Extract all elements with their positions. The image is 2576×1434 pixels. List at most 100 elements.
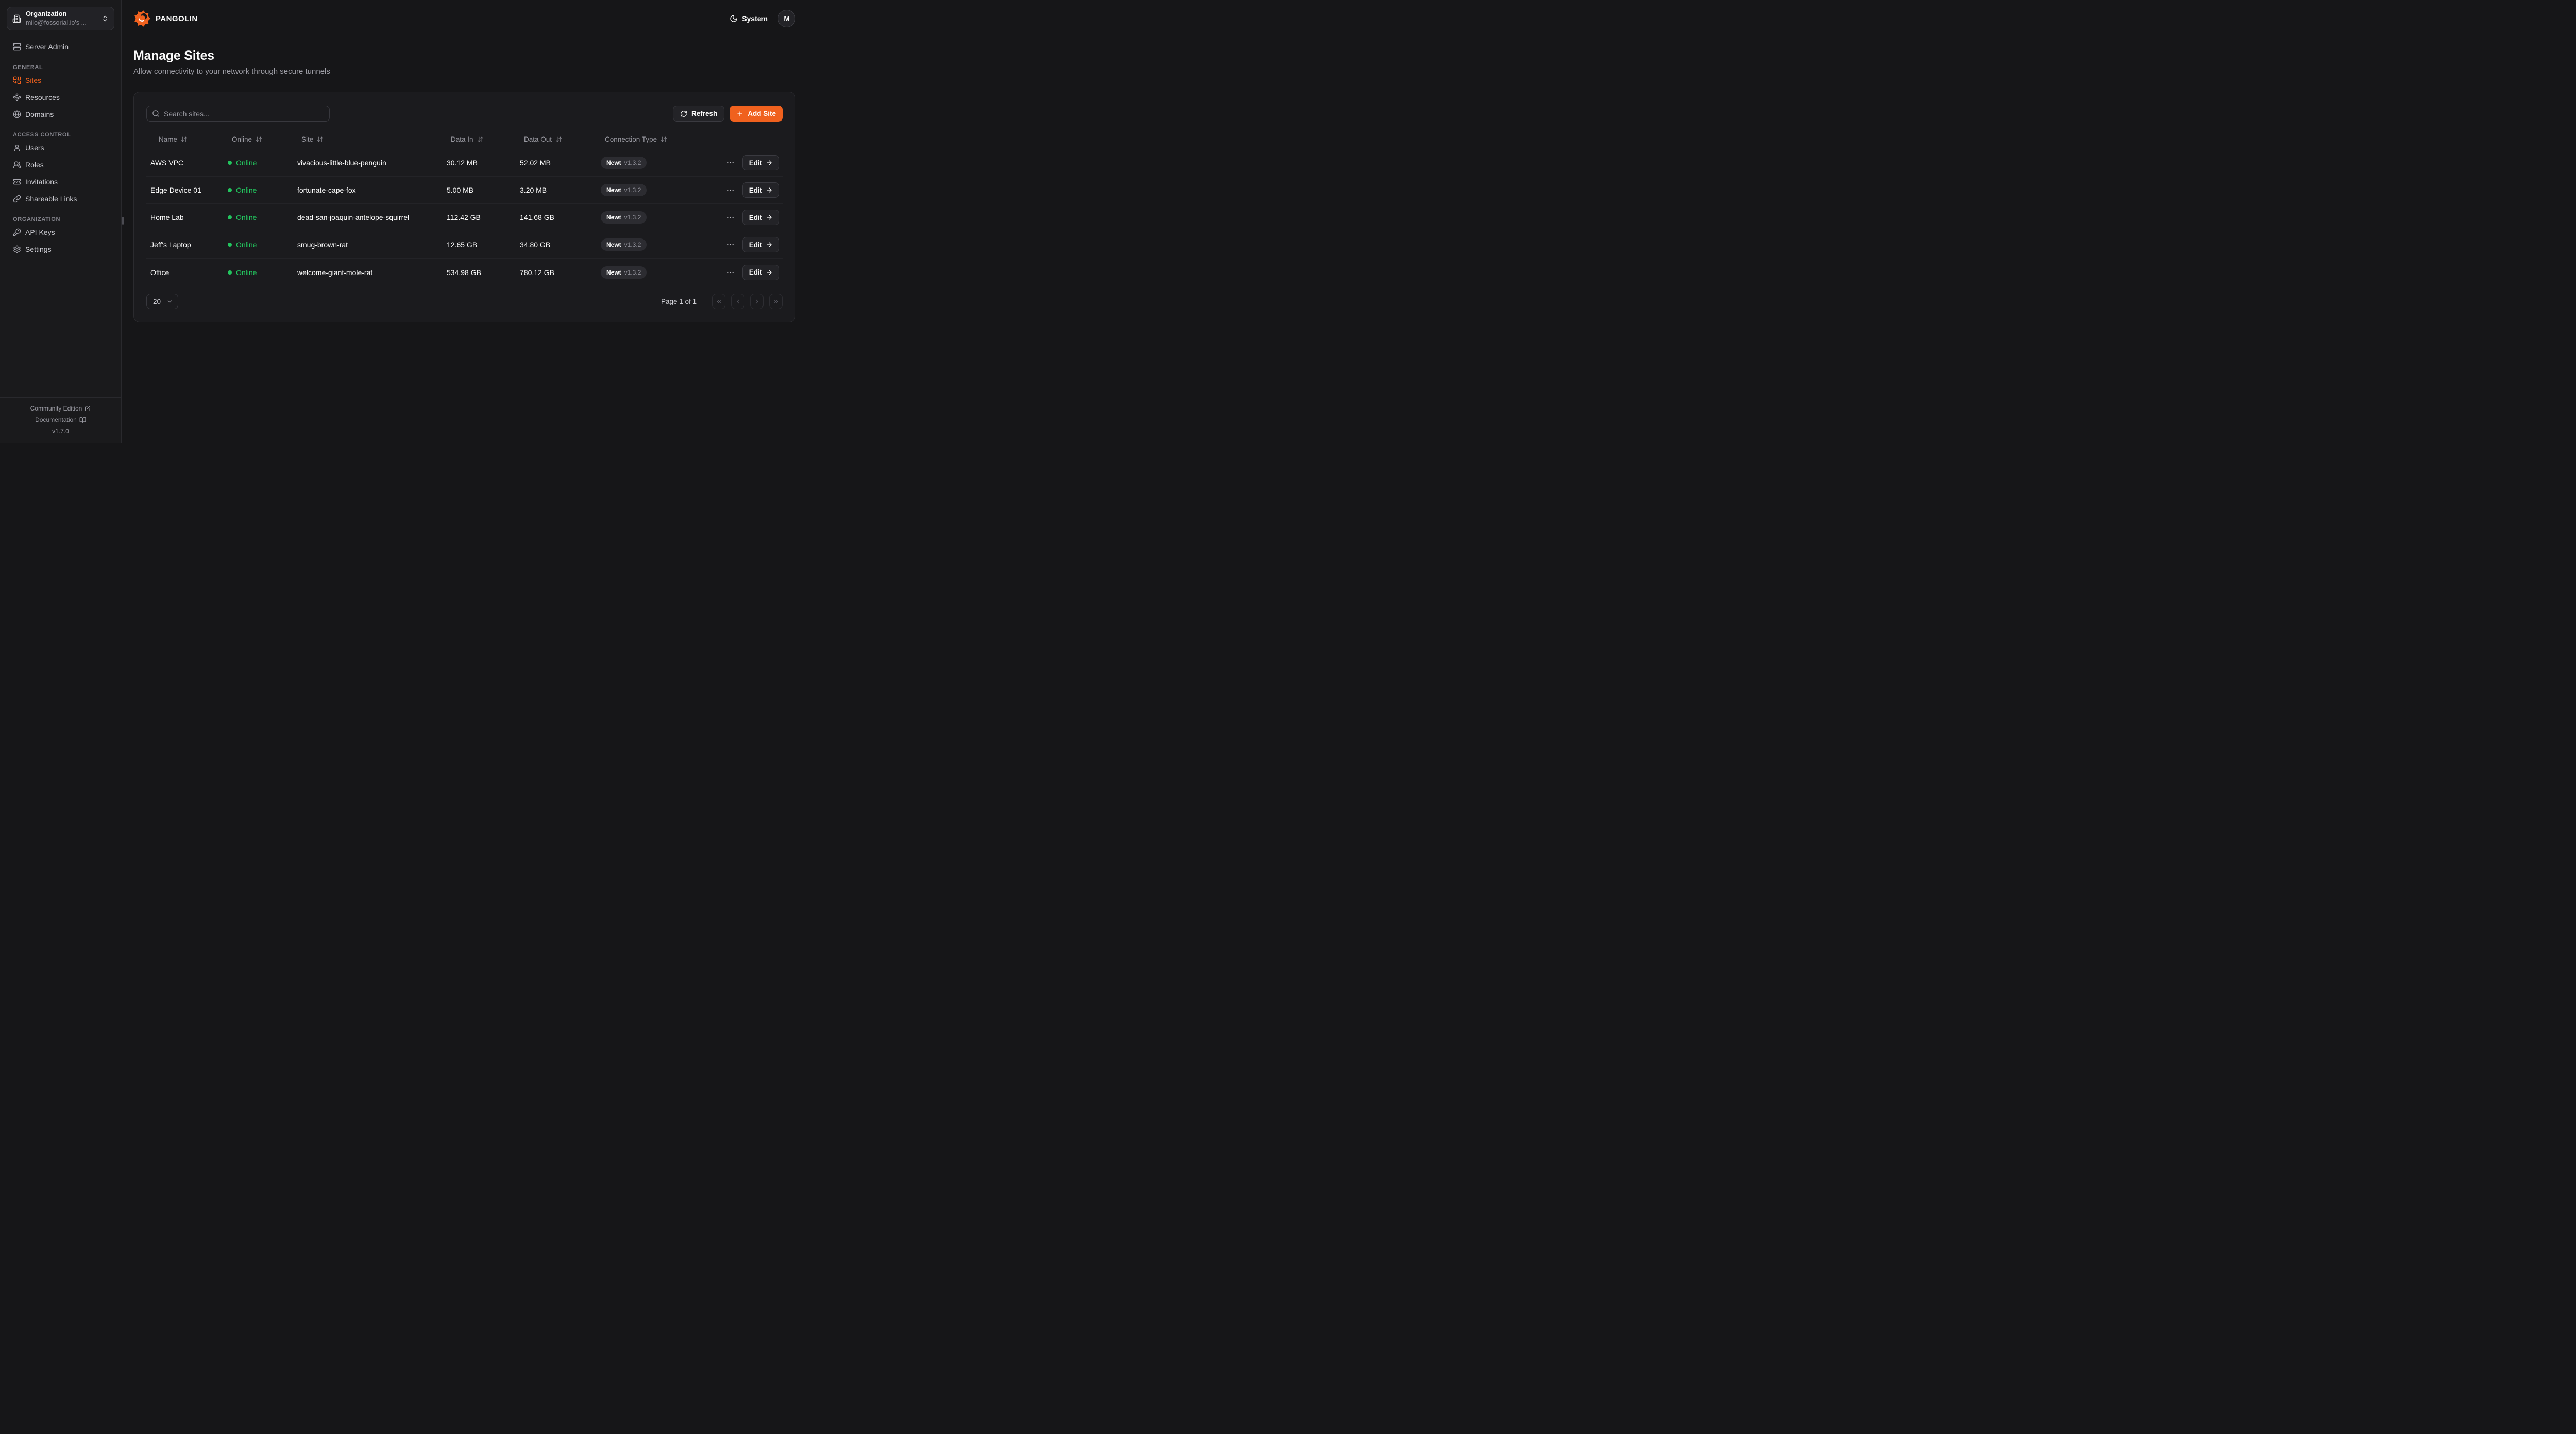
sidebar-item-sites[interactable]: Sites (7, 72, 114, 89)
sidebar-item-settings[interactable]: Settings (7, 241, 114, 258)
row-menu-button[interactable] (724, 266, 737, 279)
ellipsis-icon (726, 241, 735, 249)
column-header-name[interactable]: Name (146, 135, 224, 143)
community-edition-label: Community Edition (30, 405, 82, 412)
row-menu-button[interactable] (724, 156, 737, 169)
online-status-label: Online (236, 268, 257, 277)
brand-logo[interactable]: PANGOLIN (133, 10, 198, 27)
plus-icon (736, 110, 743, 117)
sidebar-item-shareable-links[interactable]: Shareable Links (7, 190, 114, 207)
cell-connection-type: Newt v1.3.2 (597, 184, 694, 196)
cell-online: Online (224, 159, 293, 167)
chevron-down-icon (166, 298, 173, 305)
sidebar-scrollbar-thumb[interactable] (122, 217, 124, 225)
connection-type-name: Newt (606, 159, 621, 166)
user-avatar[interactable]: M (778, 10, 795, 27)
sidebar-item-roles[interactable]: Roles (7, 156, 114, 173)
edit-button[interactable]: Edit (742, 237, 779, 252)
connection-type-badge: Newt v1.3.2 (601, 266, 647, 279)
cell-data-out: 34.80 GB (520, 241, 551, 249)
sidebar-item-label: Users (25, 143, 44, 152)
table-row: AWS VPC Online vivacious-little-blue-pen… (146, 149, 783, 177)
sort-icon (256, 136, 262, 143)
sidebar-item-invitations[interactable]: Invitations (7, 173, 114, 190)
documentation-link[interactable]: Documentation (35, 414, 86, 425)
connection-type-version: v1.3.2 (624, 214, 641, 221)
sidebar-item-label: Sites (25, 76, 42, 84)
table-body: AWS VPC Online vivacious-little-blue-pen… (146, 149, 783, 286)
row-menu-button[interactable] (724, 238, 737, 251)
connection-type-badge: Newt v1.3.2 (601, 238, 647, 251)
row-menu-button[interactable] (724, 211, 737, 224)
connection-type-badge: Newt v1.3.2 (601, 184, 647, 196)
cell-data-out: 141.68 GB (520, 213, 554, 221)
page-title: Manage Sites (133, 48, 214, 63)
refresh-button[interactable]: Refresh (672, 106, 725, 122)
cell-data-in: 534.98 GB (447, 268, 481, 277)
sidebar-item-resources[interactable]: Resources (7, 89, 114, 106)
arrow-right-icon (766, 269, 773, 276)
sidebar-nav: Server Admin GENERAL Sites Resources Dom… (0, 30, 121, 397)
connection-type-name: Newt (606, 241, 621, 248)
cell-data-in: 112.42 GB (447, 213, 481, 221)
cell-online: Online (224, 213, 293, 221)
next-page-button[interactable] (750, 294, 764, 309)
column-header-online[interactable]: Online (224, 135, 293, 143)
column-header-site[interactable]: Site (293, 135, 443, 143)
key-icon (13, 228, 21, 236)
add-site-button[interactable]: Add Site (730, 106, 783, 122)
column-label: Name (159, 135, 178, 143)
column-header-connection-type[interactable]: Connection Type (597, 135, 694, 143)
combine-icon (13, 76, 21, 84)
previous-page-button[interactable] (731, 294, 744, 309)
org-selector-texts: Organization milo@fossorial.io's ... (26, 10, 97, 27)
community-edition-link[interactable]: Community Edition (30, 403, 91, 414)
building-icon (12, 14, 21, 23)
card-toolbar: Refresh Add Site (146, 106, 783, 122)
sidebar-item-api-keys[interactable]: API Keys (7, 224, 114, 241)
edit-button[interactable]: Edit (742, 182, 779, 198)
row-menu-button[interactable] (724, 183, 737, 197)
table-row: Jeff's Laptop Online smug-brown-rat 12.6… (146, 231, 783, 259)
cell-name: AWS VPC (150, 159, 184, 167)
org-selector-value: milo@fossorial.io's ... (26, 19, 87, 27)
column-label: Data In (451, 135, 473, 143)
org-selector[interactable]: Organization milo@fossorial.io's ... (7, 7, 114, 30)
cell-online: Online (224, 268, 293, 277)
topbar-right: System M (730, 10, 795, 27)
link-icon (13, 195, 21, 203)
avatar-initial: M (784, 14, 790, 23)
edit-button[interactable]: Edit (742, 264, 779, 280)
online-status-label: Online (236, 213, 257, 221)
search-input[interactable] (164, 109, 324, 118)
edit-button[interactable]: Edit (742, 155, 779, 170)
last-page-button[interactable] (769, 294, 783, 309)
first-page-button[interactable] (712, 294, 725, 309)
app-version: v1.7.0 (52, 428, 69, 435)
connection-type-badge: Newt v1.3.2 (601, 157, 647, 169)
edit-button[interactable]: Edit (742, 210, 779, 225)
column-header-data-out[interactable]: Data Out (516, 135, 597, 143)
sidebar-item-domains[interactable]: Domains (7, 106, 114, 123)
cell-data-out: 3.20 MB (520, 186, 547, 194)
sidebar-item-users[interactable]: Users (7, 139, 114, 156)
chevrons-right-icon (773, 298, 779, 305)
column-label: Connection Type (605, 135, 657, 143)
sidebar-item-server-admin[interactable]: Server Admin (7, 38, 114, 55)
main-area: PANGOLIN System M Manage Sites Allow con… (122, 0, 808, 443)
sidebar-item-label: Shareable Links (25, 194, 77, 203)
waypoints-icon (13, 93, 21, 101)
org-selector-title: Organization (26, 10, 67, 18)
cell-site: welcome-giant-mole-rat (297, 268, 373, 277)
theme-toggle[interactable]: System (730, 14, 768, 23)
column-header-data-in[interactable]: Data In (443, 135, 516, 143)
page-subtitle: Allow connectivity to your network throu… (133, 67, 330, 76)
edit-label: Edit (749, 241, 762, 249)
page-size-select[interactable]: 20 (146, 294, 178, 309)
cell-online: Online (224, 241, 293, 249)
online-status-dot (228, 188, 232, 192)
sidebar: Organization milo@fossorial.io's ... Ser… (0, 0, 122, 443)
sort-icon (477, 136, 484, 143)
arrow-right-icon (766, 186, 773, 194)
ellipsis-icon (726, 268, 735, 277)
